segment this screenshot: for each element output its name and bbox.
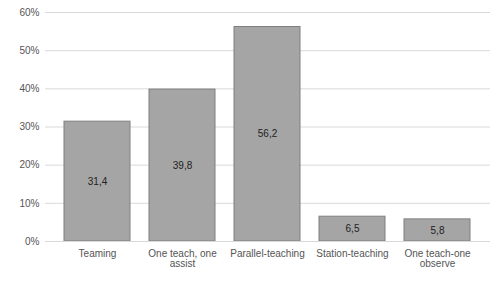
svg-text:Teaming: Teaming: [79, 248, 117, 259]
svg-text:56,2: 56,2: [258, 128, 278, 139]
svg-text:10%: 10%: [19, 198, 39, 209]
svg-text:40%: 40%: [19, 83, 39, 94]
svg-text:Parallel-teaching: Parallel-teaching: [230, 248, 305, 259]
svg-text:20%: 20%: [19, 159, 39, 170]
svg-text:50%: 50%: [19, 45, 39, 56]
svg-text:6,5: 6,5: [346, 223, 360, 234]
svg-text:0%: 0%: [25, 236, 40, 247]
svg-text:One teach-oneobserve: One teach-oneobserve: [404, 248, 471, 269]
svg-text:30%: 30%: [19, 121, 39, 132]
svg-text:Station-teaching: Station-teaching: [316, 248, 388, 259]
svg-text:31,4: 31,4: [88, 176, 108, 187]
svg-text:5,8: 5,8: [431, 225, 445, 236]
svg-text:60%: 60%: [19, 7, 39, 18]
svg-text:39,8: 39,8: [173, 160, 193, 171]
svg-text:One teach, oneassist: One teach, oneassist: [148, 248, 217, 269]
